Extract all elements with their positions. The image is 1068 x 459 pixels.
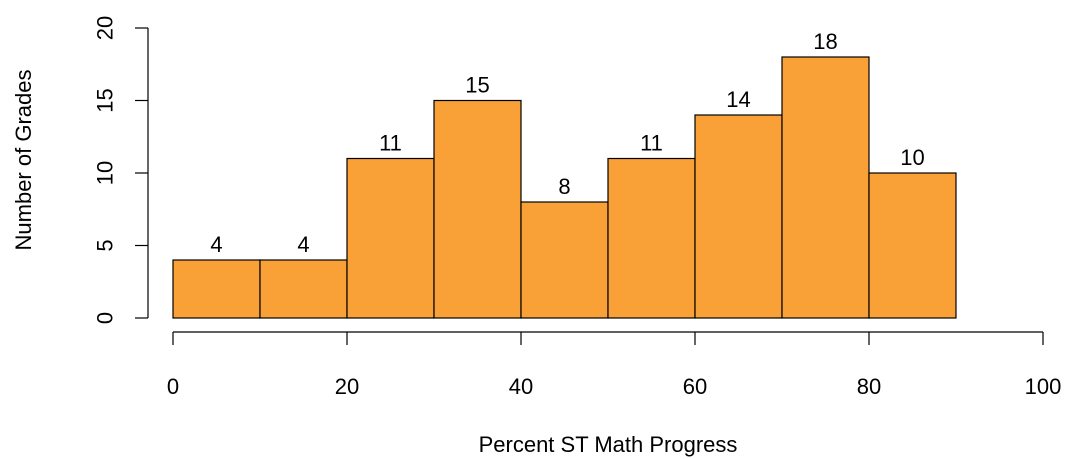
bar-value-label: 8 (558, 174, 570, 199)
bar-value-label: 15 (465, 73, 489, 98)
x-tick-label: 60 (683, 374, 707, 399)
x-axis: 0 20 40 60 80 100 (167, 331, 1062, 399)
bar-50-60 (607, 157, 696, 319)
bar-value-label: 4 (210, 232, 222, 257)
x-tick-label: 0 (167, 374, 179, 399)
x-tick-label: 40 (509, 374, 533, 399)
x-tick-label: 20 (335, 374, 359, 399)
y-tick-label: 20 (93, 16, 118, 40)
bar-70-80 (781, 56, 870, 319)
y-tick-label: 5 (93, 239, 118, 251)
bar-20-30 (346, 157, 435, 319)
y-axis: 0 5 10 15 20 (93, 16, 149, 324)
bar-60-70 (694, 114, 783, 319)
bar-40-50 (520, 201, 609, 319)
bar-value-label: 11 (640, 131, 663, 156)
bar-value-label: 4 (297, 232, 309, 257)
bar-80-90 (868, 172, 957, 319)
y-tick-label: 15 (93, 88, 118, 112)
y-tick-label: 10 (93, 161, 118, 185)
y-axis-title: Number of Grades (11, 70, 36, 251)
bar-labels-group: 4 4 11 15 8 11 14 18 10 (210, 29, 924, 257)
x-tick-label: 80 (857, 374, 881, 399)
bar-10-20 (259, 259, 348, 319)
bar-value-label: 11 (379, 131, 402, 156)
bar-value-label: 14 (726, 87, 750, 112)
y-tick-label: 0 (93, 312, 118, 324)
bar-value-label: 18 (813, 29, 837, 54)
bars-group (172, 56, 957, 319)
bar-0-10 (172, 259, 261, 319)
bar-value-label: 10 (900, 145, 924, 170)
x-tick-label: 100 (1025, 374, 1062, 399)
bar-30-40 (433, 99, 522, 319)
x-axis-title: Percent ST Math Progress (479, 432, 738, 457)
